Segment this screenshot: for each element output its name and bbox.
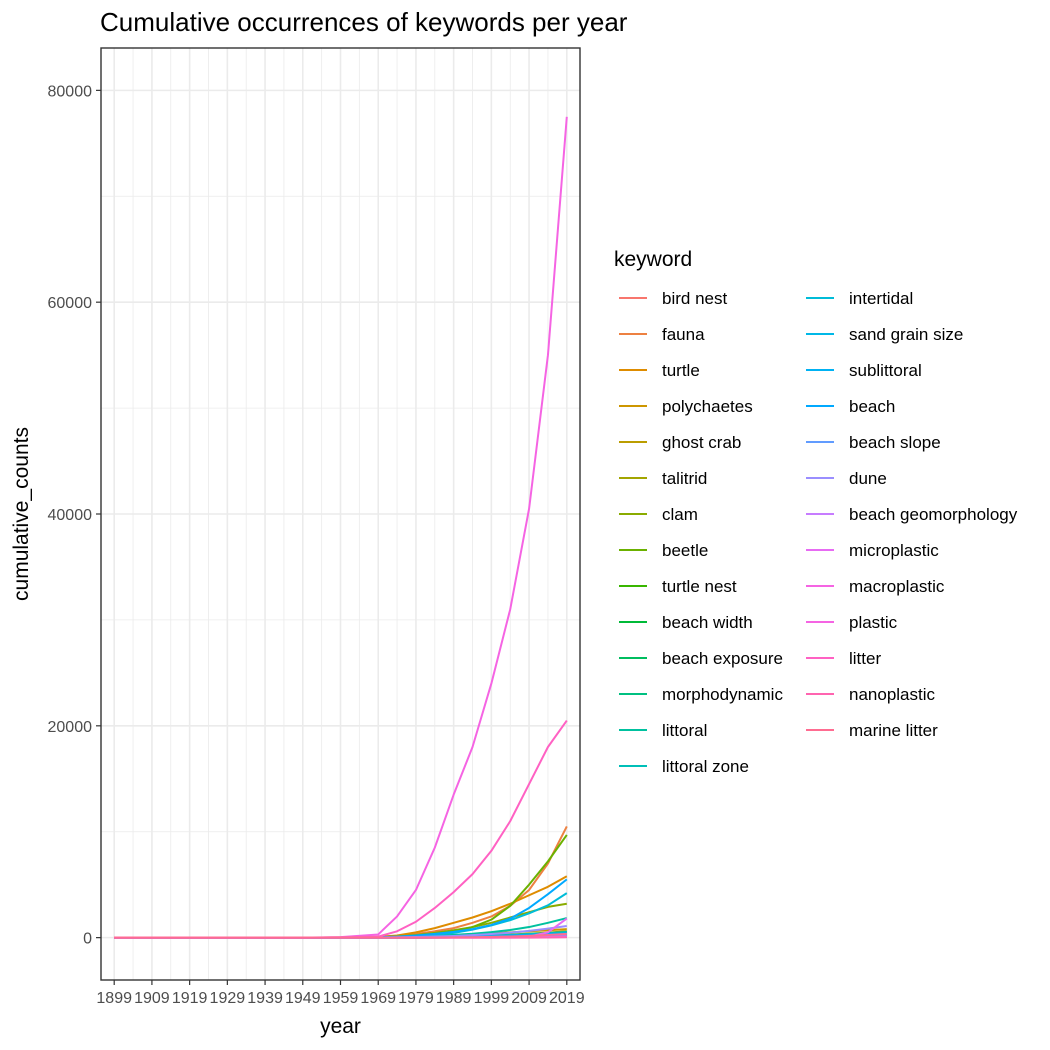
legend-label: turtle (662, 361, 700, 380)
legend-label: beach geomorphology (849, 505, 1018, 524)
x-tick-label: 1989 (436, 990, 472, 1007)
y-tick-label: 60000 (48, 295, 93, 312)
legend-item: plastic (806, 613, 898, 632)
x-tick-label: 1899 (96, 990, 132, 1007)
y-tick-label: 20000 (48, 719, 93, 736)
legend-item: morphodynamic (619, 685, 783, 704)
legend-items: bird nest fauna turtle polychaetes ghost cra… (619, 289, 1018, 776)
legend-label: sand grain size (849, 325, 963, 344)
legend-item: beetle (619, 541, 708, 560)
series-line-marine-litter (114, 932, 567, 939)
y-tick-label: 40000 (48, 507, 93, 524)
legend-label: plastic (849, 613, 898, 632)
legend-title: keyword (614, 248, 692, 271)
legend-label: littoral (662, 721, 707, 740)
legend-label: turtle nest (662, 577, 737, 596)
legend-item: beach slope (806, 433, 941, 452)
legend-label: morphodynamic (662, 685, 783, 704)
plot-panel (100, 47, 581, 981)
legend-label: fauna (662, 325, 705, 344)
legend-item: beach geomorphology (806, 505, 1018, 524)
legend-item: litter (806, 649, 881, 668)
legend-label: litter (849, 649, 881, 668)
legend-item: ghost crab (619, 433, 741, 452)
legend-item: beach exposure (619, 649, 783, 668)
legend-label: beach slope (849, 433, 941, 452)
y-axis-title: cumulative_counts (10, 427, 33, 601)
y-tick-label: 80000 (48, 83, 93, 100)
x-tick-label: 1999 (474, 990, 510, 1007)
x-tick-label: 1929 (210, 990, 246, 1007)
legend-label: intertidal (849, 289, 913, 308)
legend-item: marine litter (806, 721, 938, 740)
chart-title: Cumulative occurrences of keywords per y… (100, 7, 628, 37)
legend-item: talitrid (619, 469, 707, 488)
legend-label: ghost crab (662, 433, 741, 452)
legend-label: bird nest (662, 289, 727, 308)
x-tick-label: 2009 (511, 990, 547, 1007)
x-tick-label: 1979 (398, 990, 434, 1007)
legend-item: polychaetes (619, 397, 753, 416)
x-tick-label: 1939 (247, 990, 283, 1007)
x-tick-label: 1909 (134, 990, 170, 1007)
legend-item: intertidal (806, 289, 913, 308)
legend-item: dune (806, 469, 887, 488)
legend-label: macroplastic (849, 577, 945, 596)
legend-item: littoral (619, 721, 707, 740)
legend-label: littoral zone (662, 757, 749, 776)
y-axis: 0 20000 40000 60000 80000 (48, 83, 101, 948)
legend-label: polychaetes (662, 397, 753, 416)
legend-label: clam (662, 505, 698, 524)
legend-label: beach (849, 397, 895, 416)
legend-label: nanoplastic (849, 685, 936, 704)
legend-item: beach (806, 397, 895, 416)
major-gridlines (101, 48, 580, 980)
legend-label: marine litter (849, 721, 938, 740)
legend-label: beetle (662, 541, 708, 560)
legend-label: beach exposure (662, 649, 783, 668)
legend-item: clam (619, 505, 698, 524)
x-tick-label: 1969 (360, 990, 396, 1007)
legend-item: littoral zone (619, 757, 749, 776)
legend: keyword bird nest fauna turtle polychaetes g… (614, 248, 1018, 776)
x-tick-label: 1919 (172, 990, 208, 1007)
legend-label: dune (849, 469, 887, 488)
legend-item: sand grain size (806, 325, 963, 344)
legend-item: nanoplastic (806, 685, 936, 704)
y-tick-label: 0 (83, 931, 92, 948)
legend-item: turtle nest (619, 577, 737, 596)
x-tick-label: 1949 (285, 990, 321, 1007)
legend-item: microplastic (806, 541, 939, 560)
legend-label: sublittoral (849, 361, 922, 380)
legend-item: sublittoral (806, 361, 922, 380)
series-lines (114, 116, 568, 939)
legend-item: bird nest (619, 289, 727, 308)
legend-label: beach width (662, 613, 753, 632)
legend-item: fauna (619, 325, 705, 344)
x-tick-label: 2019 (549, 990, 585, 1007)
x-tick-label: 1959 (323, 990, 359, 1007)
legend-item: beach width (619, 613, 753, 632)
x-axis: 1899 1909 1919 1929 1939 1949 1959 1969 1979 1989… (96, 980, 585, 1007)
legend-label: talitrid (662, 469, 707, 488)
legend-label: microplastic (849, 541, 939, 560)
x-axis-title: year (320, 1015, 361, 1038)
legend-item: turtle (619, 361, 700, 380)
legend-item: macroplastic (806, 577, 945, 596)
